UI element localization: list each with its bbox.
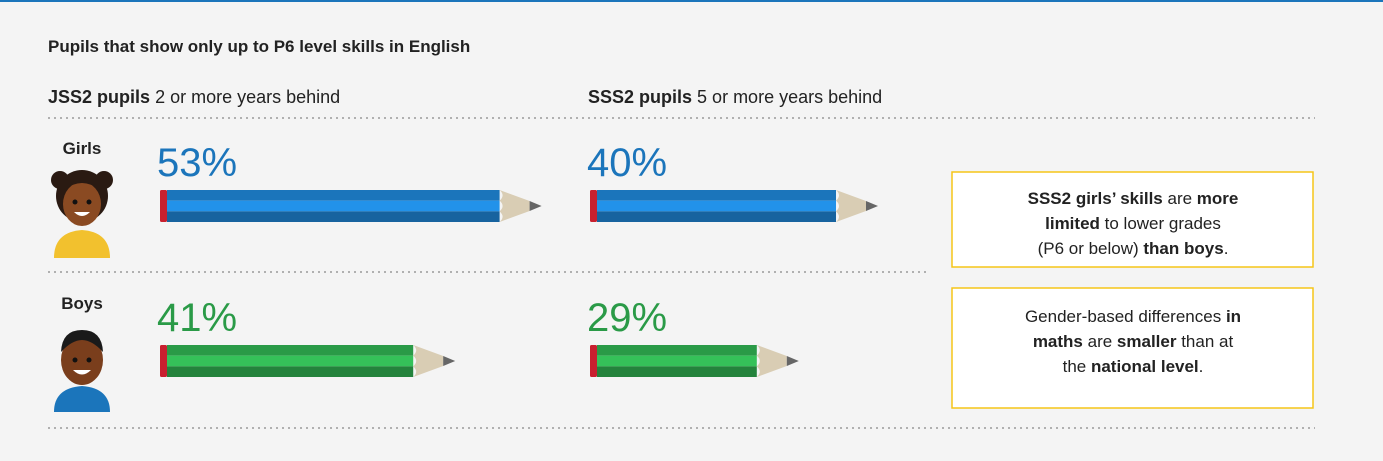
pencil-stripe [597,200,836,212]
note-run: SSS2 girls’ skills [1028,189,1163,208]
pencil-lead [443,356,456,366]
boy-icon [54,330,110,412]
value-label: 40% [587,141,667,185]
note-run: more [1197,189,1239,208]
pencil-bar [160,345,456,377]
note-run: limited [1045,214,1100,233]
note-run: are [1163,189,1197,208]
note-run: . [1199,357,1204,376]
chart-title: Pupils that show only up to P6 level ski… [48,37,470,56]
note-run: Gender-based differences [1025,307,1226,326]
pencil-bar [160,190,542,222]
note-run: in [1226,307,1241,326]
note-run: to lower grades [1100,214,1221,233]
series-name: JSS2 pupils [48,87,150,107]
pencil-lead [866,201,878,211]
series-header: JSS2 pupils 2 or more years behind [48,87,340,107]
category-label: Girls [63,139,102,158]
pencil-lead [529,201,542,211]
note-line: limited to lower grades [1045,214,1221,233]
note-line: (P6 or below) than boys. [1038,239,1229,258]
top-rule [0,0,1383,2]
note-run: national level [1091,357,1199,376]
series-name: SSS2 pupils [588,87,692,107]
pencil-stripe [597,355,757,367]
pencil-stripe [167,211,500,222]
category-label: Boys [61,294,103,313]
pencil-bar [590,345,799,377]
series-note: 2 or more years behind [155,87,340,107]
pencil-wood [756,345,787,377]
note-run: than boys [1143,239,1223,258]
pencil-wood [836,190,866,222]
note-line: Gender-based differences in [1025,307,1241,326]
note-line: SSS2 girls’ skills are more [1028,189,1239,208]
pencil-stripe [597,366,757,377]
pencil-stripe [597,345,757,356]
pencil-stripe [167,345,414,356]
note-line: the national level. [1063,357,1204,376]
pencil-stripe [167,200,500,212]
value-label: 53% [157,141,237,185]
note-run: the [1063,357,1091,376]
girl-icon [51,170,113,258]
note-run: (P6 or below) [1038,239,1144,258]
eraser [590,345,597,377]
series-note: 5 or more years behind [697,87,882,107]
pencil-bar [590,190,878,222]
eraser [590,190,597,222]
pencil-stripe [167,366,414,377]
value-label: 41% [157,296,237,340]
note-run: than at [1176,332,1233,351]
series-header: SSS2 pupils 5 or more years behind [588,87,882,107]
note-run: maths [1033,332,1083,351]
note-run: smaller [1117,332,1177,351]
pencil-stripe [597,190,836,201]
note-box [951,171,1314,268]
note-run: are [1083,332,1117,351]
pencil-lead [786,356,799,366]
pencil-stripe [597,211,836,222]
note-line: maths are smaller than at [1033,332,1234,351]
pencil-wood [499,190,530,222]
pencil-wood [413,345,444,377]
pencil-stripe [167,355,414,367]
value-label: 29% [587,296,667,340]
eraser [160,345,167,377]
eraser [160,190,167,222]
note-run: . [1224,239,1229,258]
pencil-stripe [167,190,500,201]
note-box [951,287,1314,409]
